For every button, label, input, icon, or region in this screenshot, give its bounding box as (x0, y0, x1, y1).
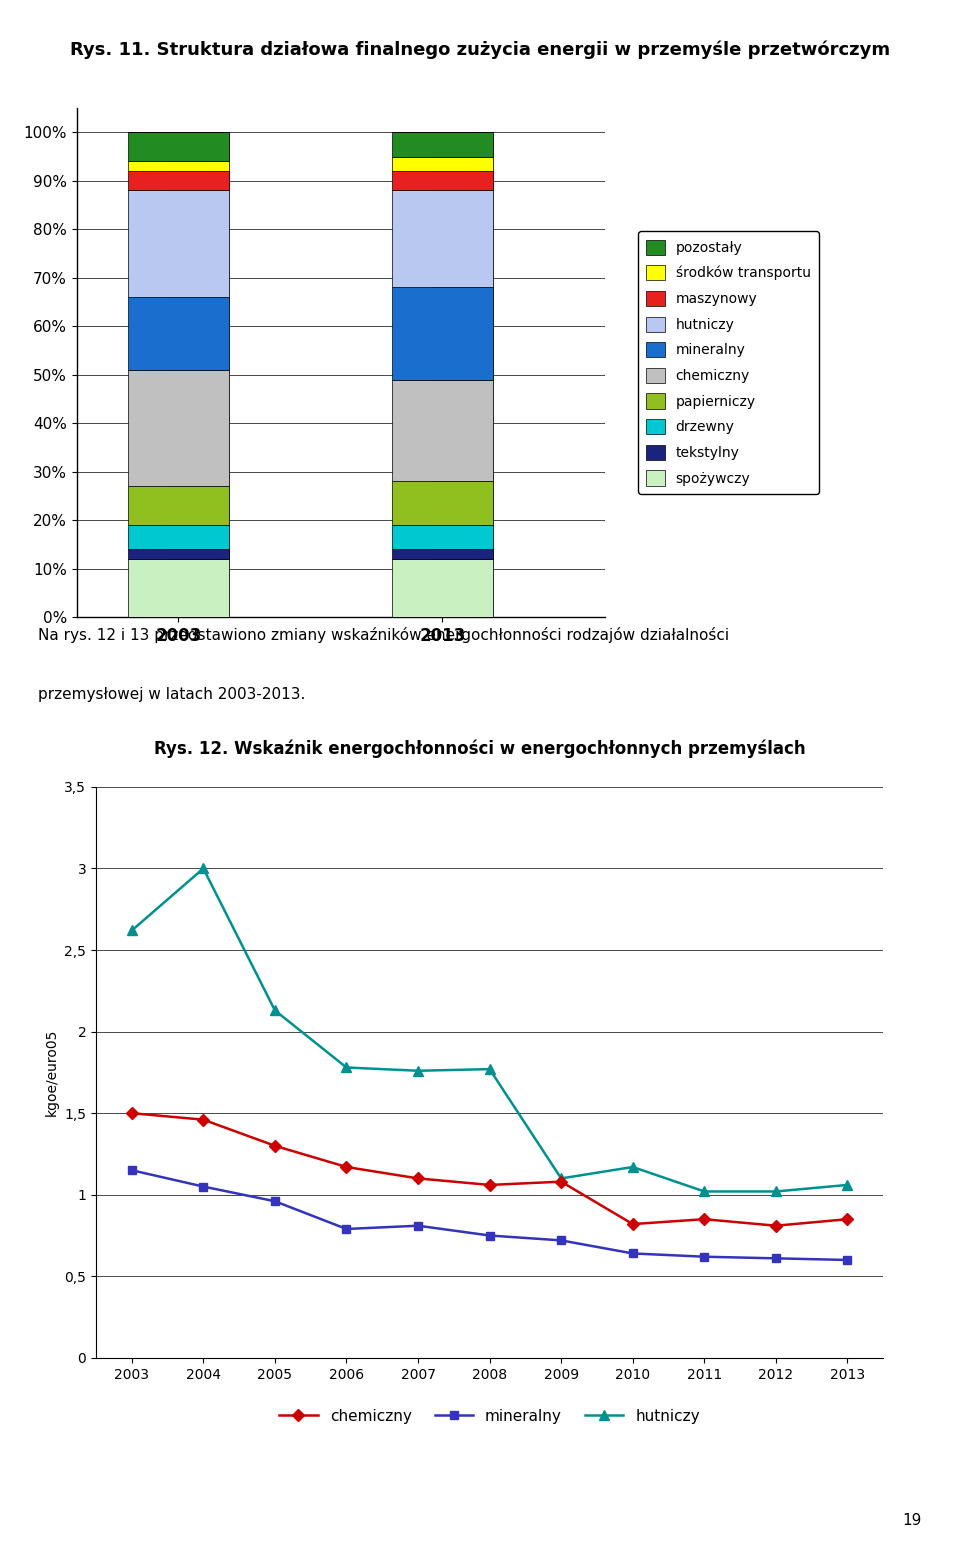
mineralny (341, 1219, 352, 1237)
Bar (168, 298, 229, 370)
Bar (392, 133, 493, 156)
Bar (128, 370, 229, 486)
Text: 19: 19 (902, 1512, 922, 1528)
hutniczy (198, 859, 209, 878)
Bar (432, 287, 493, 380)
hutniczy (699, 1182, 710, 1200)
chemiczny (842, 1210, 853, 1228)
Bar (392, 549, 493, 559)
Bar (128, 525, 229, 549)
Text: przemysłowej w latach 2003-2013.: przemysłowej w latach 2003-2013. (38, 688, 306, 702)
Bar (392, 287, 493, 380)
Bar (432, 481, 493, 525)
Text: Rys. 12. Wskaźnik energochłonności w energochłonnych przemyślach: Rys. 12. Wskaźnik energochłonności w ene… (155, 739, 805, 758)
hutniczy (556, 1170, 567, 1188)
Bar (168, 133, 229, 162)
Bar (168, 559, 229, 617)
chemiczny (770, 1216, 781, 1234)
mineralny (842, 1251, 853, 1270)
chemiczny (484, 1176, 495, 1194)
hutniczy (484, 1060, 495, 1079)
Bar (168, 190, 229, 298)
chemiczny (269, 1137, 280, 1156)
mineralny (699, 1247, 710, 1265)
Bar (168, 549, 229, 559)
Legend: chemiczny, mineralny, hutniczy: chemiczny, mineralny, hutniczy (274, 1403, 706, 1430)
hutniczy (412, 1062, 423, 1080)
Bar (128, 162, 229, 171)
mineralny (770, 1250, 781, 1268)
Y-axis label: kgoe/euro05: kgoe/euro05 (45, 1029, 59, 1116)
chemiczny (341, 1157, 352, 1176)
Bar (392, 190, 493, 287)
Line: mineralny: mineralny (128, 1167, 852, 1264)
Bar (392, 481, 493, 525)
mineralny (627, 1244, 638, 1262)
Bar (168, 486, 229, 525)
Bar (432, 549, 493, 559)
chemiczny (126, 1103, 137, 1122)
Bar (128, 133, 229, 162)
hutniczy (126, 921, 137, 940)
chemiczny (412, 1170, 423, 1188)
Text: Na rys. 12 i 13 przedstawiono zmiany wskaźników energochłonności rodzajów działa: Na rys. 12 i 13 przedstawiono zmiany wsk… (38, 626, 730, 643)
chemiczny (699, 1210, 710, 1228)
Line: hutniczy: hutniczy (127, 864, 852, 1196)
Bar (432, 133, 493, 156)
Bar (168, 525, 229, 549)
mineralny (556, 1231, 567, 1250)
mineralny (126, 1160, 137, 1179)
Bar (432, 380, 493, 481)
Bar (128, 190, 229, 298)
Bar (392, 380, 493, 481)
chemiczny (198, 1111, 209, 1129)
mineralny (198, 1177, 209, 1196)
Bar (168, 370, 229, 486)
Text: Rys. 11. Struktura działowa finalnego zużycia energii w przemyśle przetwórczym: Rys. 11. Struktura działowa finalnego zu… (70, 42, 890, 59)
Bar (432, 190, 493, 287)
Bar (392, 525, 493, 549)
Bar (432, 525, 493, 549)
Bar (432, 171, 493, 190)
chemiczny (627, 1214, 638, 1233)
Bar (168, 171, 229, 190)
hutniczy (770, 1182, 781, 1200)
Bar (128, 171, 229, 190)
Bar (392, 156, 493, 171)
hutniczy (627, 1157, 638, 1176)
Bar (432, 156, 493, 171)
Bar (128, 549, 229, 559)
mineralny (269, 1193, 280, 1211)
Legend: pozostały, środków transportu, maszynowy, hutniczy, mineralny, chemiczny, papier: pozostały, środków transportu, maszynowy… (638, 231, 819, 494)
chemiczny (556, 1173, 567, 1191)
Bar (432, 559, 493, 617)
mineralny (412, 1216, 423, 1234)
Bar (392, 171, 493, 190)
hutniczy (842, 1176, 853, 1194)
Bar (128, 486, 229, 525)
Bar (128, 298, 229, 370)
Bar (128, 559, 229, 617)
Bar (392, 559, 493, 617)
Bar (168, 162, 229, 171)
hutniczy (269, 1001, 280, 1020)
hutniczy (341, 1058, 352, 1077)
Line: chemiczny: chemiczny (128, 1109, 852, 1230)
mineralny (484, 1227, 495, 1245)
